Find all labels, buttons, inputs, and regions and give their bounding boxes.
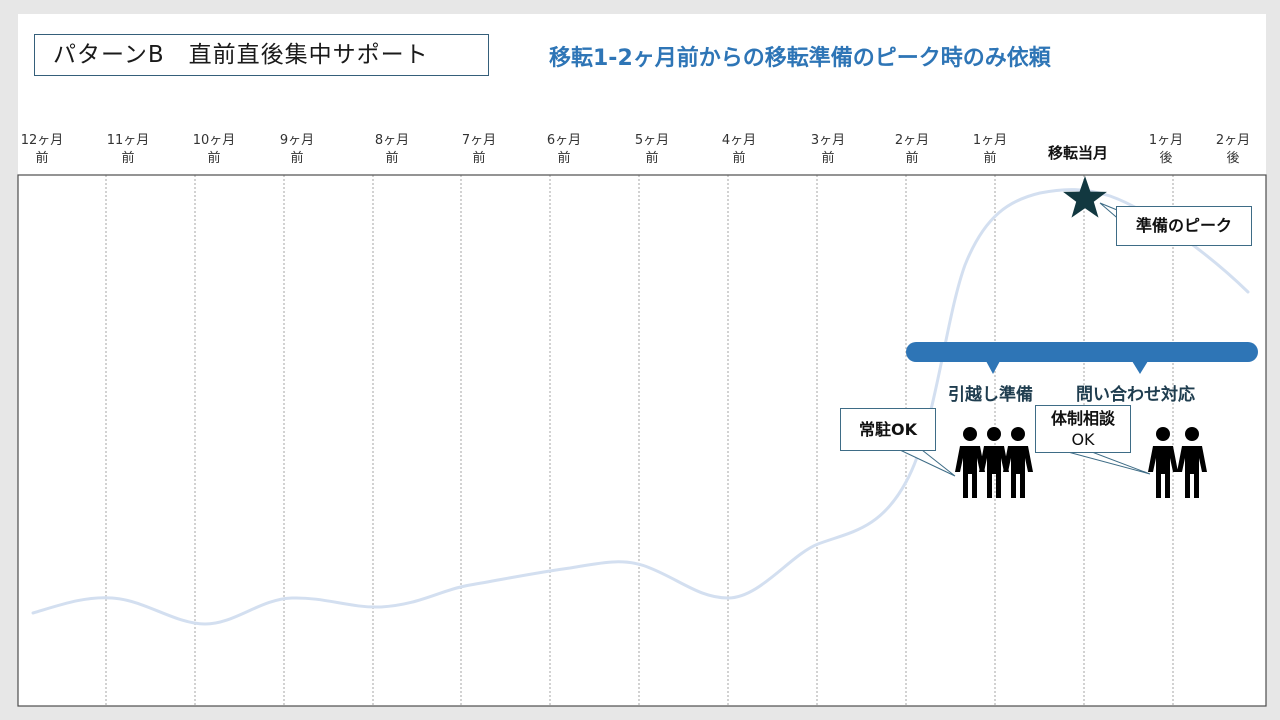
month-label-2-after: 2ヶ月後 [1215,133,1251,166]
month-label-2-before: 2ヶ月前 [894,133,930,166]
month-label-1-after: 1ヶ月後 [1148,133,1184,166]
chart-frame [17,174,1267,707]
month-label-12-before: 12ヶ月前 [20,133,64,166]
subtitle: 移転1-2ヶ月前からの移転準備のピーク時のみ依頼 [549,46,1051,71]
month-label-11-before: 11ヶ月前 [106,133,150,166]
support-period-bar [906,342,1258,362]
pattern-title: パターンB 直前直後集中サポート [34,34,489,76]
peak-star-icon [1063,176,1107,218]
consult-callout-tail [1067,451,1151,475]
phase-label-inquiry: 問い合わせ対応 [1076,385,1195,405]
two-people-icon [1148,427,1207,498]
resident-ok-callout: 常駐OK [840,408,936,451]
consult-ok-callout: 体制相談 OK [1035,405,1131,453]
peak-callout: 準備のピーク [1116,206,1252,246]
workload-curve [31,188,1250,626]
bar-pointer-left [986,361,1000,374]
resident-callout-tail [899,449,956,477]
bar-pointer-right [1132,361,1148,374]
month-label-7-before: 7ヶ月前 [461,133,497,166]
month-label-10-before: 10ヶ月前 [192,133,236,166]
consult-callout-line2: OK [1071,430,1095,449]
month-label-8-before: 8ヶ月前 [374,133,410,166]
month-label-9-before: 9ヶ月前 [279,133,315,166]
phase-label-moving-prep: 引越し準備 [948,385,1033,405]
consult-callout-line1: 体制相談 [1050,409,1115,428]
month-label-3-before: 3ヶ月前 [810,133,846,166]
month-label-5-before: 5ヶ月前 [634,133,670,166]
month-label-4-before: 4ヶ月前 [721,133,757,166]
month-label-1-before: 1ヶ月前 [972,133,1008,166]
three-people-icon [955,427,1033,498]
month-label-current: 移転当月 [1047,144,1108,162]
gridlines [105,175,1174,705]
month-label-6-before: 6ヶ月前 [546,133,582,166]
